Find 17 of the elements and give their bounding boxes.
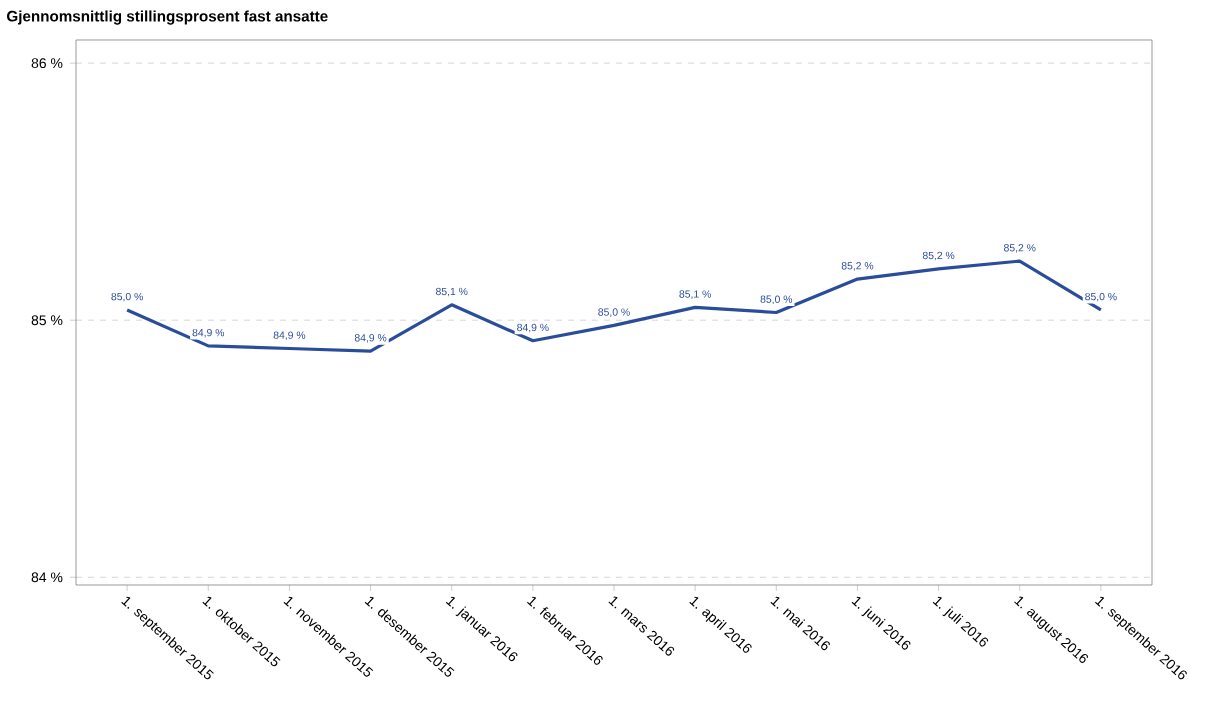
y-tick-label: 86 % <box>31 58 63 69</box>
data-label: 85,2 % <box>922 251 955 261</box>
data-label: 84,9 % <box>192 328 225 338</box>
data-label: 85,1 % <box>435 287 468 297</box>
data-label: 85,2 % <box>841 262 874 271</box>
chart-title: Gjennomsnittlig stillingsprosent fast ansatte <box>7 10 328 25</box>
data-label: 85,0 % <box>598 308 630 317</box>
data-label: 85,0 % <box>111 292 143 302</box>
data-label: 84,9 % <box>273 331 306 341</box>
data-label: 85,0 % <box>1085 292 1117 302</box>
data-label: 84,9 % <box>354 334 387 343</box>
data-label: 85,1 % <box>679 290 711 299</box>
data-label: 85,2 % <box>1003 244 1036 253</box>
data-label: 85,0 % <box>760 295 793 305</box>
y-tick-label: 85 % <box>31 315 63 326</box>
y-tick-label: 84 % <box>31 572 63 583</box>
data-label: 84,9 % <box>517 323 549 333</box>
